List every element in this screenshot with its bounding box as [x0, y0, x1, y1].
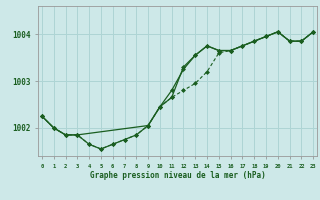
X-axis label: Graphe pression niveau de la mer (hPa): Graphe pression niveau de la mer (hPa): [90, 171, 266, 180]
